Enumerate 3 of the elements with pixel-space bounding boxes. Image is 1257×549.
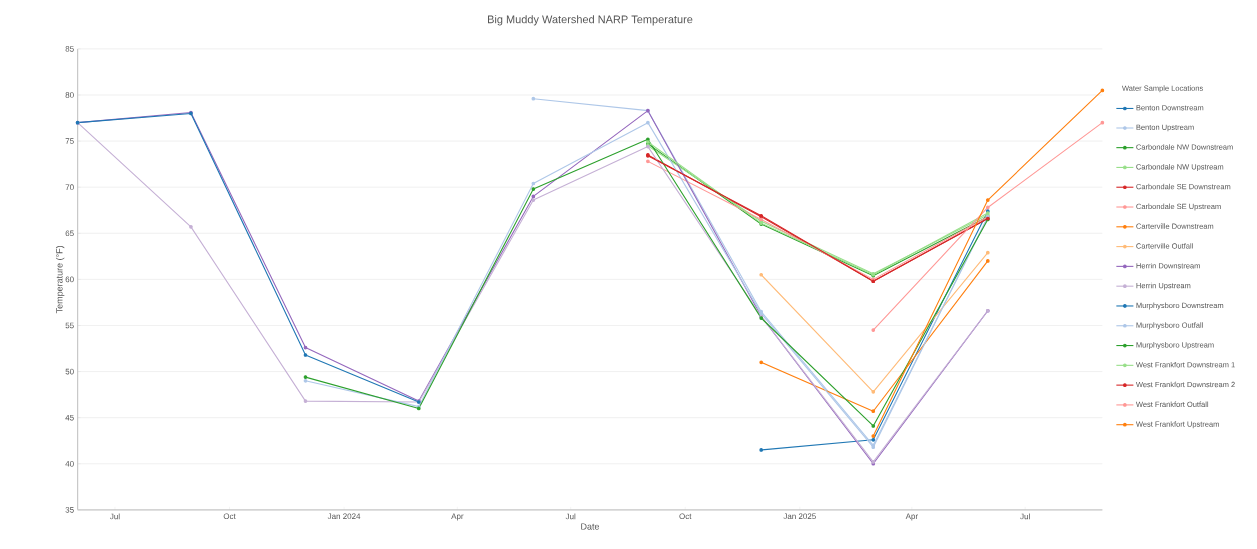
x-axis-title: Date bbox=[581, 523, 600, 530]
y-axis-title: Temperature (°F) bbox=[55, 246, 65, 314]
chart-title: Big Muddy Watershed NARP Temperature bbox=[488, 15, 693, 26]
